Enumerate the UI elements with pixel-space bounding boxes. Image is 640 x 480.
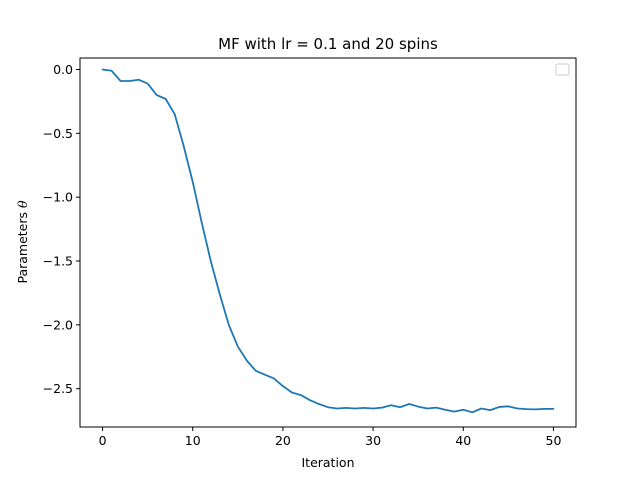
chart-title: MF with lr = 0.1 and 20 spins [218, 35, 438, 53]
series-line-0 [101, 68, 555, 414]
x-tick-label: 0 [99, 433, 107, 448]
y-tick-label: −1.5 [43, 254, 73, 269]
x-tick-label: 30 [365, 433, 381, 448]
y-axis-label: Parameters θ [15, 200, 30, 284]
legend-box [555, 63, 570, 76]
series-layer [101, 68, 555, 414]
x-tick-label: 40 [455, 433, 471, 448]
x-tick-label: 50 [546, 433, 562, 448]
x-tick-label: 20 [275, 433, 291, 448]
y-axis-label-symbol: θ [15, 200, 30, 208]
y-tick-label: −0.5 [43, 126, 73, 141]
y-tick-label: −1.0 [43, 190, 73, 205]
plot-area [79, 57, 577, 428]
y-axis-ticks: 0.0 −0.5 −1.0 −1.5 −2.0 −2.5 [43, 62, 80, 396]
x-axis-label: Iteration [301, 455, 354, 470]
plot-frame [79, 57, 577, 428]
y-tick-label: −2.5 [43, 381, 73, 396]
x-axis-ticks: 0 10 20 30 40 50 [99, 427, 562, 448]
y-tick-label: −2.0 [43, 317, 73, 332]
x-tick-label: 10 [185, 433, 201, 448]
y-axis-label-prefix: Parameters [15, 208, 30, 284]
y-tick-label: 0.0 [53, 62, 73, 77]
